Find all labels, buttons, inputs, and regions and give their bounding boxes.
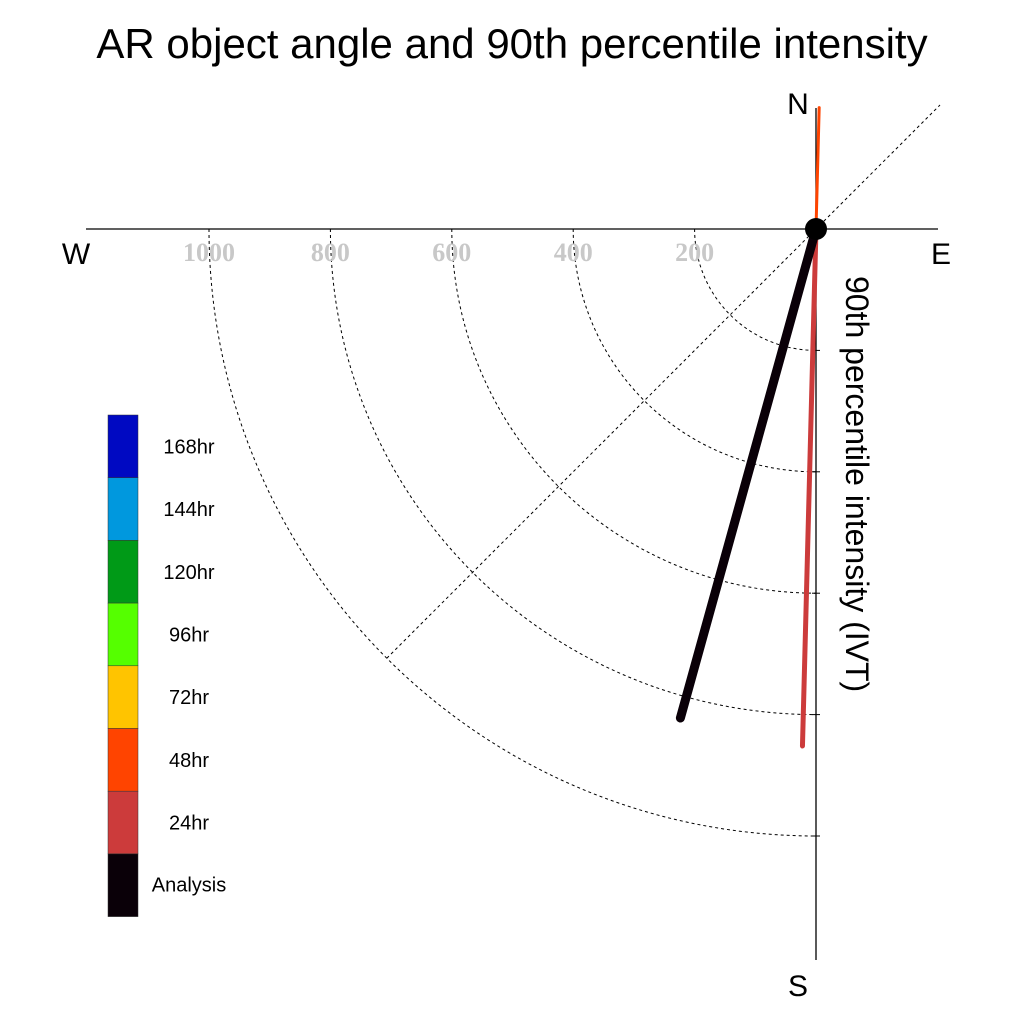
diagonal-reference-line: [386, 104, 941, 659]
legend-label-96hr: 96hr: [169, 624, 209, 646]
origin-marker: [805, 218, 827, 240]
radial-tick-label-200: 200: [675, 238, 714, 267]
legend-swatch-analysis: [107, 853, 139, 917]
legend-label-144hr: 144hr: [163, 499, 214, 521]
legend-label-analysis: Analysis: [152, 874, 226, 896]
legend-label-72hr: 72hr: [169, 687, 209, 709]
legend-swatch-120hr: [107, 540, 139, 604]
legend-label-24hr: 24hr: [169, 813, 209, 835]
radial-tick-label-1000: 1000: [183, 238, 235, 267]
radial-axis-label: 90th percentile intensity (IVT): [839, 276, 875, 692]
compass-east: E: [931, 238, 951, 271]
vector-24hr: [799, 226, 819, 749]
legend-swatch-48hr: [107, 728, 139, 792]
legend: 168hr 144hr 120hr 96hr 72hr 48hr 24hr Analysis: [107, 414, 226, 917]
radial-grid-arc-600: [451, 228, 817, 594]
radial-grid-arc-800: [329, 228, 817, 716]
compass-west: W: [62, 238, 91, 271]
vector-48hr: [814, 106, 821, 231]
radial-grid-arc-400: [572, 228, 817, 473]
legend-swatch-24hr: [107, 790, 139, 855]
radial-grid-arc-200: [694, 228, 817, 351]
polar-grid: [208, 104, 941, 837]
chart-title: AR object angle and 90th percentile inte…: [96, 20, 927, 67]
compass-south: S: [788, 970, 808, 1003]
legend-swatch-96hr: [107, 602, 139, 667]
vector-analysis: [675, 224, 821, 723]
radial-tick-labels: 200 400 600 800 1000: [183, 238, 714, 267]
radial-grid-arc-1000: [208, 228, 817, 837]
legend-swatch-168hr: [107, 414, 139, 478]
legend-label-120hr: 120hr: [163, 562, 214, 584]
vector-series: [675, 106, 821, 749]
legend-swatch-144hr: [107, 477, 139, 541]
compass-north: N: [787, 88, 809, 121]
legend-label-48hr: 48hr: [169, 750, 209, 772]
legend-swatch-72hr: [107, 665, 139, 729]
radial-tick-label-600: 600: [432, 238, 471, 267]
radial-tick-label-800: 800: [311, 238, 350, 267]
radial-tick-label-400: 400: [554, 238, 593, 267]
legend-label-168hr: 168hr: [163, 436, 214, 458]
